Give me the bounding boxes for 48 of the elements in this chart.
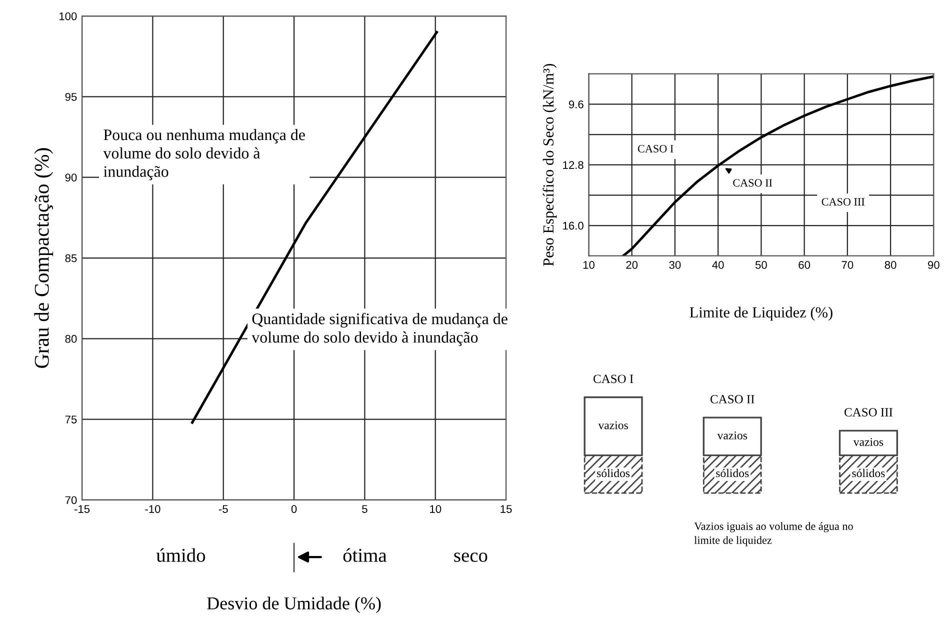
text: sólidos bbox=[716, 468, 749, 478]
text: ótima bbox=[343, 548, 387, 562]
x-tick-label: -15 bbox=[74, 505, 90, 513]
x-tick-label: 60 bbox=[798, 261, 810, 269]
y-tick-label: 16.0 bbox=[563, 222, 584, 230]
annotation: CASO III bbox=[822, 198, 864, 206]
y-tick-label: 90 bbox=[65, 174, 77, 182]
x-axis-title: Desvio de Umidade (%) bbox=[207, 596, 381, 614]
x-tick-label: 40 bbox=[712, 261, 724, 269]
y-tick-label: 70 bbox=[65, 496, 77, 504]
x-tick-label: 70 bbox=[842, 261, 854, 269]
x-tick-label: 90 bbox=[928, 261, 940, 269]
y-tick-label: 100 bbox=[59, 12, 77, 20]
y-tick-label: 9.6 bbox=[568, 100, 584, 108]
x-tick-label: 50 bbox=[755, 261, 767, 269]
text: seco bbox=[454, 552, 488, 562]
x-axis-title: Limite de Liquidez (%) bbox=[690, 306, 832, 321]
x-tick-label: 80 bbox=[884, 261, 896, 269]
x-tick-label: 30 bbox=[669, 261, 681, 269]
x-tick-label: 10 bbox=[583, 261, 594, 269]
annotation: Quantidade significativa de mudança de volume do solo devido à inundação bbox=[252, 312, 508, 346]
text: sólidos bbox=[852, 468, 885, 478]
text: úmido bbox=[156, 548, 206, 562]
x-tick-label: 0 bbox=[291, 505, 297, 513]
text: sólidos bbox=[597, 468, 630, 478]
x-tick-label: -5 bbox=[218, 505, 228, 513]
y-tick-label: 75 bbox=[65, 416, 77, 424]
text: Vazios iguais ao volume de água no limite de liquidez bbox=[694, 522, 853, 546]
y-tick-label: 85 bbox=[65, 254, 77, 262]
y-axis-title: Peso Específico do Seco (kN/m³) bbox=[542, 64, 557, 266]
x-tick-label: -10 bbox=[145, 505, 160, 513]
y-tick-label: 95 bbox=[65, 92, 77, 101]
x-tick-label: 20 bbox=[626, 261, 638, 269]
y-tick-label: 80 bbox=[65, 334, 77, 343]
text: CASO II bbox=[710, 395, 754, 404]
x-tick-label: 15 bbox=[500, 505, 512, 513]
annotation: Pouca ou nenhuma mudança de volume do solo devido à inundação bbox=[103, 128, 305, 180]
text: CASO I bbox=[594, 374, 634, 384]
y-axis-title: Grau de Compactação (%) bbox=[34, 148, 54, 368]
annotation: CASO I bbox=[638, 145, 674, 152]
x-tick-label: 10 bbox=[430, 505, 442, 513]
x-tick-label: 5 bbox=[362, 505, 368, 513]
y-tick-label: 12.8 bbox=[563, 161, 584, 169]
text: vazios bbox=[853, 438, 884, 446]
text: vazios bbox=[717, 431, 748, 440]
text: CASO III bbox=[844, 408, 892, 416]
text: vazios bbox=[598, 421, 628, 430]
annotation: CASO II bbox=[733, 179, 772, 187]
